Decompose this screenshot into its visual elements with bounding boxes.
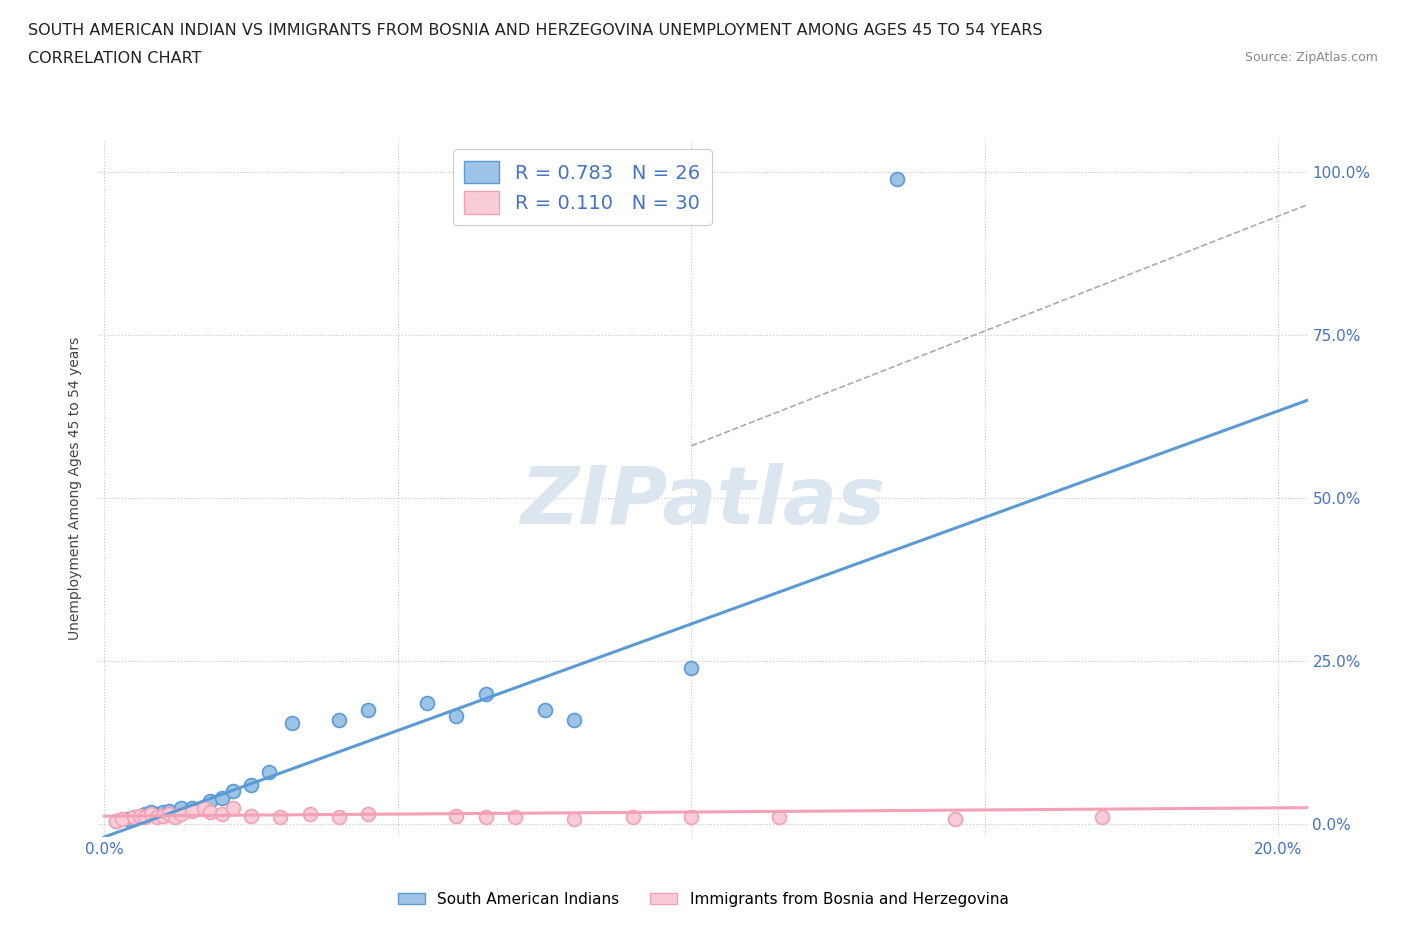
Point — [152, 809, 174, 824]
Point — [128, 809, 150, 824]
Point — [181, 804, 204, 818]
Legend: South American Indians, Immigrants from Bosnia and Herzegovina: South American Indians, Immigrants from … — [391, 886, 1015, 913]
Point — [222, 784, 245, 799]
Point — [240, 777, 263, 792]
Y-axis label: Unemployment Among Ages 45 to 54 years: Unemployment Among Ages 45 to 54 years — [69, 337, 83, 640]
Point — [416, 696, 439, 711]
Point — [503, 810, 526, 825]
Point — [562, 811, 585, 826]
Legend: R = 0.783   N = 26, R = 0.110   N = 30: R = 0.783 N = 26, R = 0.110 N = 30 — [453, 149, 711, 225]
Point — [211, 806, 233, 821]
Point — [146, 806, 169, 821]
Point — [357, 806, 380, 821]
Point — [134, 810, 156, 825]
Point — [222, 800, 245, 815]
Point — [111, 811, 134, 826]
Point — [105, 813, 128, 828]
Point — [269, 810, 291, 825]
Point — [621, 810, 644, 825]
Point — [163, 810, 186, 825]
Text: Source: ZipAtlas.com: Source: ZipAtlas.com — [1244, 51, 1378, 64]
Point — [768, 810, 790, 825]
Point — [446, 809, 468, 824]
Point — [533, 702, 555, 717]
Point — [328, 712, 350, 727]
Point — [169, 806, 191, 821]
Point — [141, 806, 163, 821]
Point — [169, 800, 191, 815]
Point — [681, 810, 703, 825]
Point — [562, 712, 585, 727]
Point — [257, 764, 280, 779]
Point — [152, 804, 174, 819]
Point — [198, 804, 221, 819]
Point — [298, 806, 321, 821]
Point — [122, 810, 145, 825]
Point — [198, 793, 221, 808]
Point — [240, 809, 263, 824]
Point — [193, 800, 215, 815]
Point — [446, 709, 468, 724]
Point — [281, 715, 304, 730]
Point — [122, 810, 145, 825]
Point — [475, 810, 498, 825]
Text: ZIPatlas: ZIPatlas — [520, 463, 886, 541]
Point — [134, 806, 156, 821]
Point — [945, 811, 967, 826]
Point — [117, 811, 139, 826]
Point — [211, 790, 233, 805]
Point — [328, 810, 350, 825]
Point — [357, 702, 380, 717]
Point — [681, 660, 703, 675]
Text: SOUTH AMERICAN INDIAN VS IMMIGRANTS FROM BOSNIA AND HERZEGOVINA UNEMPLOYMENT AMO: SOUTH AMERICAN INDIAN VS IMMIGRANTS FROM… — [28, 23, 1043, 38]
Point — [105, 813, 128, 828]
Point — [146, 810, 169, 825]
Point — [181, 800, 204, 815]
Point — [157, 804, 180, 818]
Point — [1091, 810, 1114, 825]
Text: CORRELATION CHART: CORRELATION CHART — [28, 51, 201, 66]
Point — [157, 806, 180, 821]
Point — [128, 809, 150, 824]
Point — [475, 686, 498, 701]
Point — [886, 171, 908, 186]
Point — [141, 804, 163, 819]
